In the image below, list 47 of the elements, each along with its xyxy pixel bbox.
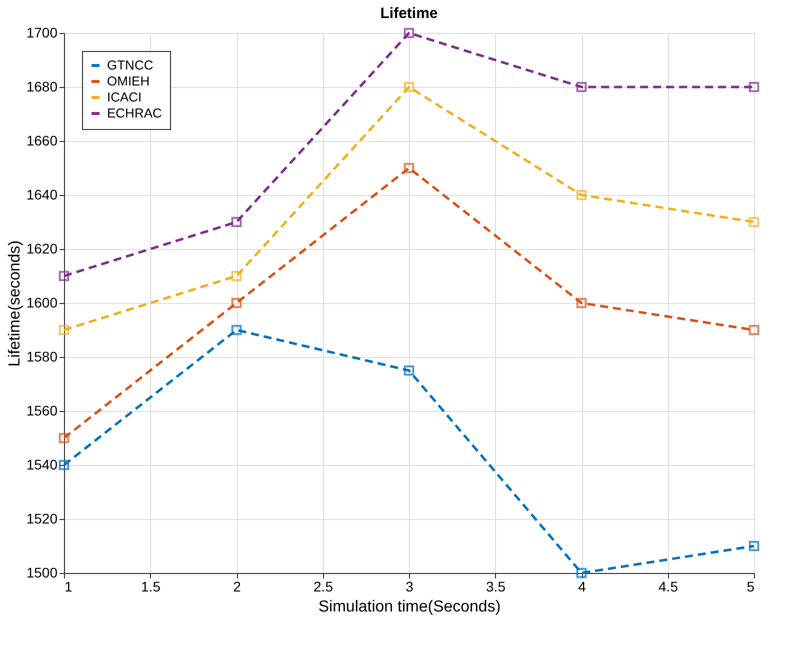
point [58,324,70,336]
x-tick-label: 5 [746,578,755,594]
point [404,365,414,376]
point [404,82,414,92]
legend-label: GTNCC [107,58,154,72]
y-tick-label: 1520 [26,510,58,526]
point [748,540,760,552]
y-tick-label: 1500 [26,564,58,580]
y-axis-title: Lifetime(seconds) [6,240,24,367]
point [231,270,242,282]
point [748,216,760,228]
x-tick-label: 1 [64,578,72,594]
point [231,298,242,308]
point [231,216,242,228]
point [58,270,70,282]
y-tick-label: 1560 [26,402,58,418]
point [576,298,587,308]
y-tick-label: 1700 [26,24,58,40]
point [576,190,587,200]
legend-label: OMIEH [107,74,150,88]
point [58,460,70,470]
point [404,28,414,38]
point [748,324,760,336]
x-tick-label: 3.5 [486,578,506,594]
x-tick-label: 4 [578,578,586,594]
x-tick-label: 4.5 [658,578,678,594]
legend-label: ICACI [107,90,142,104]
point [576,568,587,578]
point [58,432,70,444]
y-tick-label: 1620 [26,240,58,256]
x-tick-label: 3 [406,578,414,594]
x-tick-label: 2.5 [314,578,334,594]
point [231,324,242,336]
x-tick-label: 1.5 [141,578,161,594]
point [748,82,760,92]
y-tick-label: 1540 [26,456,58,472]
chart-title: Lifetime [380,4,438,22]
y-tick-label: 1580 [26,348,58,364]
x-tick-label: 2 [233,578,242,594]
y-tick-label: 1600 [26,294,58,310]
x-axis-title: Simulation time(Seconds) [318,598,501,616]
y-tick-label: 1660 [26,132,58,148]
point [576,82,587,92]
y-tick-label: 1680 [26,78,58,94]
legend-label: ECHRAC [107,106,162,120]
y-tick-label: 1640 [26,186,58,202]
point [404,162,414,174]
